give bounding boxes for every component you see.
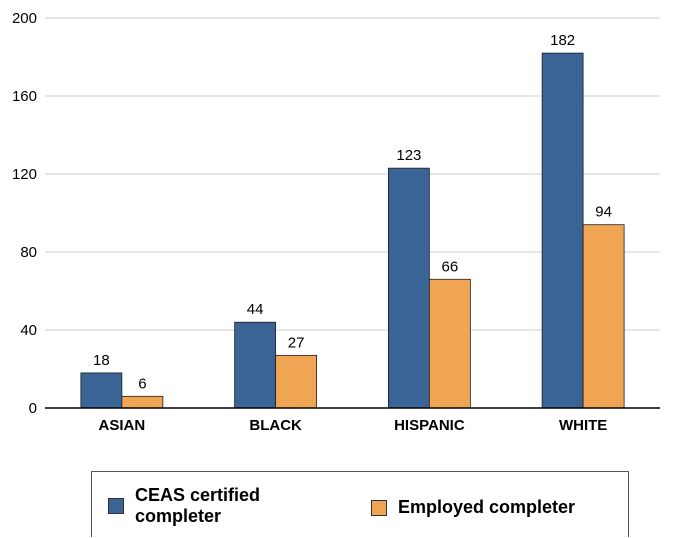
bar-ceas-white bbox=[541, 52, 584, 409]
bar-ceas-black bbox=[234, 321, 277, 409]
data-label: 66 bbox=[442, 258, 459, 275]
category-label: BLACK bbox=[249, 417, 302, 434]
bar-employed-hispanic bbox=[428, 278, 471, 409]
bar-employed-black bbox=[275, 354, 318, 409]
data-label: 182 bbox=[550, 32, 575, 49]
y-tick-label: 160 bbox=[12, 88, 37, 105]
legend-item-employed: Employed completer bbox=[371, 497, 575, 518]
bar-ceas-hispanic bbox=[387, 167, 430, 409]
legend: CEAS certified completer Employed comple… bbox=[91, 471, 629, 537]
bar-employed-white bbox=[582, 224, 625, 409]
bar-ceas-asian bbox=[80, 372, 123, 409]
legend-swatch-employed bbox=[371, 499, 387, 516]
data-label: 94 bbox=[595, 204, 612, 221]
data-label: 123 bbox=[396, 147, 421, 164]
category-label: WHITE bbox=[559, 417, 607, 434]
legend-swatch-ceas bbox=[108, 498, 124, 514]
y-axis-ticks: 0 40 80 120 160 200 bbox=[12, 10, 37, 417]
category-label: ASIAN bbox=[99, 417, 146, 434]
y-tick-label: 80 bbox=[20, 244, 37, 261]
y-tick-label: 120 bbox=[12, 166, 37, 183]
data-label: 18 bbox=[93, 352, 110, 369]
data-label: 27 bbox=[288, 334, 305, 351]
bar-employed-asian bbox=[121, 395, 164, 409]
x-axis-categories: ASIAN BLACK HISPANIC WHITE bbox=[99, 417, 608, 434]
y-tick-label: 0 bbox=[29, 400, 37, 417]
bars bbox=[80, 52, 625, 409]
data-labels: 18 6 44 27 123 66 182 94 bbox=[93, 32, 612, 392]
data-label: 6 bbox=[138, 375, 146, 392]
y-tick-label: 200 bbox=[12, 10, 37, 27]
legend-label-employed: Employed completer bbox=[398, 497, 576, 517]
data-label: 44 bbox=[247, 301, 264, 318]
legend-label-ceas: CEAS certified completer bbox=[135, 485, 261, 526]
y-tick-label: 40 bbox=[20, 322, 37, 339]
legend-item-ceas: CEAS certified completer bbox=[108, 485, 305, 527]
category-label: HISPANIC bbox=[394, 417, 465, 434]
